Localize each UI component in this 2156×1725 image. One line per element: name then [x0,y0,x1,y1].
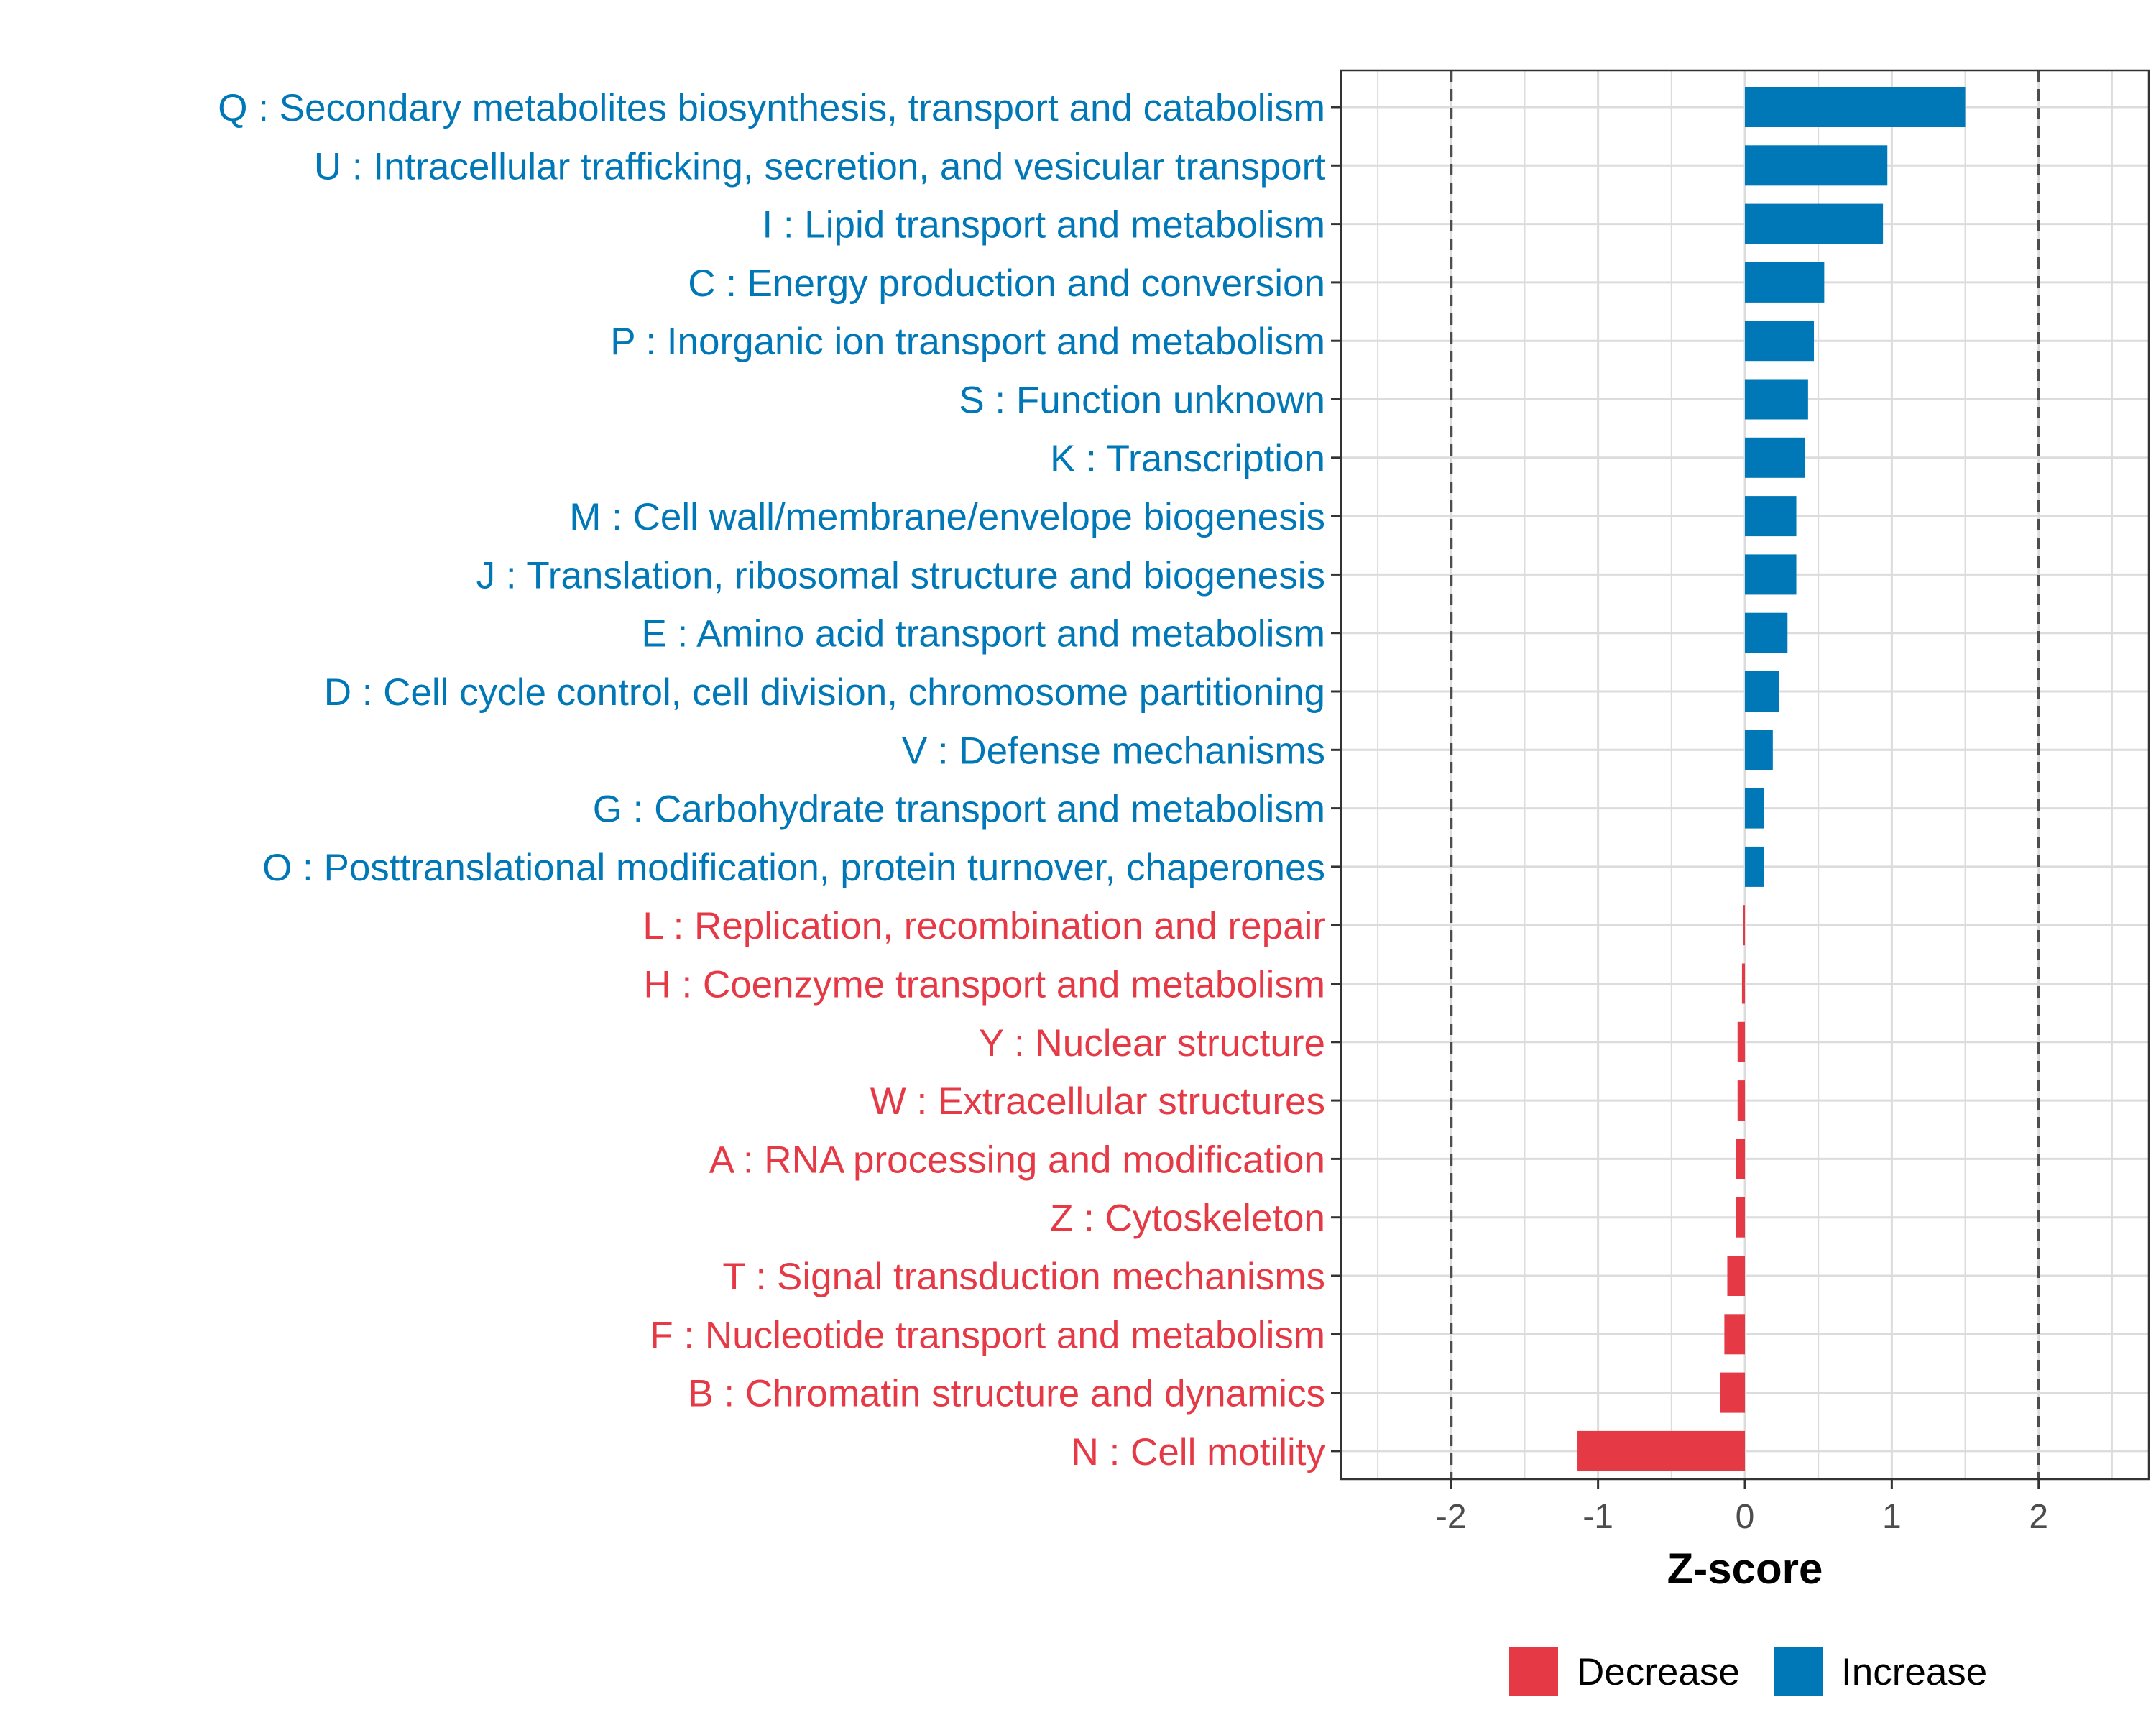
bar [1745,87,1966,127]
bar [1743,905,1745,946]
x-axis-ticks: -2 -1 0 1 2 [1436,1479,2048,1536]
y-tick-label: Q : Secondary metabolites biosynthesis, … [218,87,1325,129]
y-axis-ticks [1331,106,1341,1453]
y-tick-label: L : Replication, recombination and repai… [642,905,1325,947]
bar [1745,846,1764,887]
y-tick-label: N : Cell motility [1072,1431,1326,1473]
x-tick-label: -2 [1436,1498,1467,1536]
y-tick-label: I : Lipid transport and metabolism [762,204,1325,247]
bar [1741,963,1745,1004]
bar [1745,145,1888,186]
bar [1724,1314,1745,1355]
bar [1736,1138,1745,1179]
x-tick-label: -1 [1583,1498,1613,1536]
x-tick-label: 1 [1882,1498,1902,1536]
y-tick-label: A : RNA processing and modification [709,1138,1325,1181]
legend-swatch [1509,1647,1558,1696]
y-tick-label: J : Translation, ribosomal structure and… [476,554,1325,597]
legend-label: Increase [1841,1651,1987,1693]
reference-lines [1450,70,2040,1479]
bar [1745,671,1779,712]
y-tick-label: G : Carbohydrate transport and metabolis… [593,788,1325,831]
y-tick-label: F : Nucleotide transport and metabolism [650,1314,1325,1356]
bar [1745,788,1764,829]
y-axis-labels: Q : Secondary metabolites biosynthesis, … [218,87,1325,1473]
y-tick-label: Z : Cytoskeleton [1050,1197,1325,1240]
x-tick-label: 0 [1736,1498,1755,1536]
bar [1737,1021,1745,1062]
bar [1745,437,1805,478]
bar [1745,262,1825,303]
y-tick-label: O : Posttranslational modification, prot… [262,847,1325,889]
y-tick-label: E : Amino acid transport and metabolism [641,613,1325,656]
bar [1745,496,1797,537]
bar [1745,379,1808,420]
bar [1737,1080,1745,1121]
legend-label: Decrease [1577,1651,1740,1693]
y-tick-label: S : Function unknown [959,380,1325,422]
legend-swatch [1774,1647,1823,1696]
bar [1745,554,1797,595]
bar [1745,730,1773,770]
bar [1727,1256,1745,1296]
bar [1745,612,1788,653]
y-tick-label: U : Intracellular trafficking, secretion… [314,145,1325,188]
x-tick-label: 2 [2029,1498,2048,1536]
bar [1720,1372,1745,1413]
y-tick-label: C : Energy production and conversion [688,262,1325,305]
y-tick-label: H : Coenzyme transport and metabolism [643,964,1325,1006]
bar [1577,1430,1745,1471]
legend: Decrease Increase [1509,1647,1987,1696]
y-tick-label: M : Cell wall/membrane/envelope biogenes… [569,496,1325,538]
bar [1736,1197,1745,1238]
y-tick-label: Y : Nuclear structure [979,1022,1325,1064]
bar [1745,203,1884,244]
y-tick-label: K : Transcription [1050,438,1325,480]
y-tick-label: V : Defense mechanisms [902,730,1325,772]
bars [1577,87,1966,1471]
bar [1745,321,1815,362]
y-tick-label: B : Chromatin structure and dynamics [688,1373,1325,1415]
y-tick-label: D : Cell cycle control, cell division, c… [324,671,1325,714]
y-tick-label: W : Extracellular structures [870,1080,1325,1123]
y-tick-label: P : Inorganic ion transport and metaboli… [610,321,1325,363]
x-axis-title: Z-score [1667,1545,1823,1593]
y-tick-label: T : Signal transduction mechanisms [722,1256,1325,1298]
